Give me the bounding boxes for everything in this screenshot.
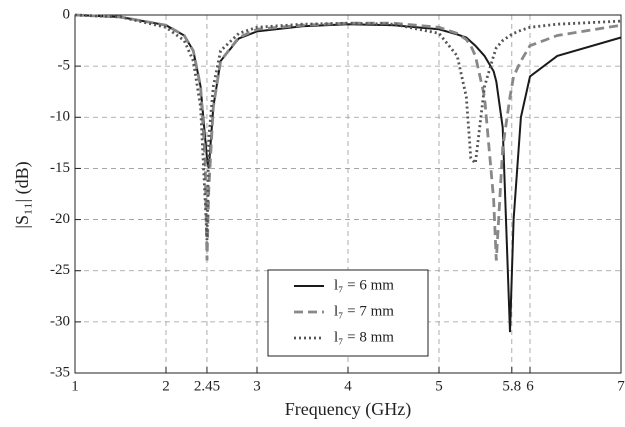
y-tick-label: -5 <box>58 58 71 74</box>
y-tick-label: -10 <box>50 109 70 125</box>
plot-frame <box>74 14 622 374</box>
y-tick-label: -35 <box>50 364 70 380</box>
y-tick-label: -30 <box>50 313 70 329</box>
y-tick-label: -15 <box>50 160 70 176</box>
x-tick-label: 6 <box>526 378 534 394</box>
data-line <box>74 14 622 333</box>
legend-label: l₇ = 7 mm <box>334 303 394 319</box>
x-tick-label: 3 <box>253 378 261 394</box>
legend-label: l₇ = 8 mm <box>334 329 394 345</box>
y-axis-label: |S₁₁| (dB) <box>12 161 33 228</box>
x-tick-label: 7 <box>617 378 625 394</box>
x-axis-label: Frequency (GHz) <box>285 399 411 420</box>
x-tick-label: 5 <box>435 378 443 394</box>
x-tick-label: 2 <box>162 378 170 394</box>
y-tick-label: 0 <box>63 6 71 22</box>
x-tick-label: 5.8 <box>502 378 521 394</box>
y-tick-label: -20 <box>50 211 70 227</box>
data-line <box>74 13 622 261</box>
x-tick-label: 2.45 <box>194 378 220 394</box>
y-tick-label: -25 <box>50 262 70 278</box>
x-tick-label: 4 <box>344 378 352 394</box>
legend-label: l₇ = 6 mm <box>334 277 394 293</box>
x-tick-label: 1 <box>71 378 79 394</box>
data-line <box>74 13 622 241</box>
